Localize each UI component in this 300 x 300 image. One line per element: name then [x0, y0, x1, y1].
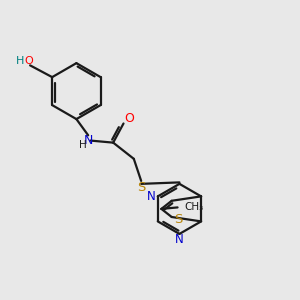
Text: H: H: [16, 56, 24, 66]
Text: S: S: [137, 181, 146, 194]
Text: N: N: [147, 190, 156, 203]
Text: N: N: [175, 233, 184, 246]
Text: O: O: [24, 56, 33, 66]
Text: N: N: [83, 134, 93, 147]
Text: H: H: [79, 140, 87, 150]
Text: CH₃: CH₃: [184, 202, 203, 212]
Text: S: S: [174, 213, 182, 226]
Text: O: O: [124, 112, 134, 125]
